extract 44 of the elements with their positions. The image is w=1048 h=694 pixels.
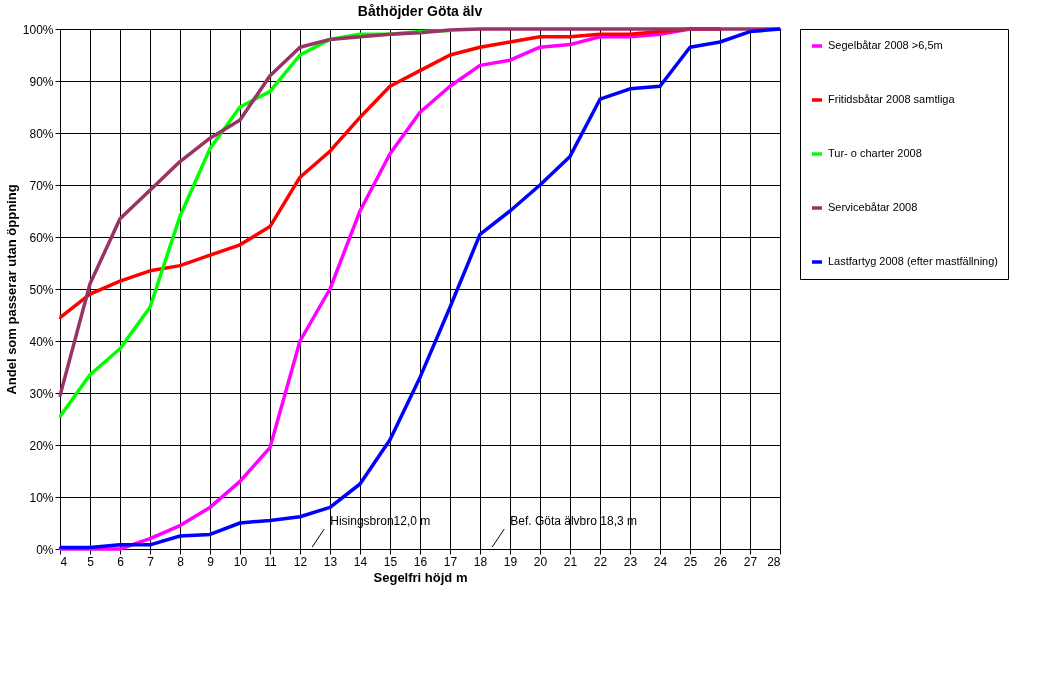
chart-title: Båthöjder Göta älv [357, 3, 483, 19]
y-axis-title: Andel som passerar utan öppning [3, 184, 19, 395]
y-tick-label: 80% [29, 126, 54, 141]
legend-label: Fritidsbåtar 2008 samtliga [828, 93, 956, 105]
x-tick-label: 27 [743, 554, 758, 569]
y-tick-label: 60% [29, 230, 54, 245]
legend-label: Servicebåtar 2008 [828, 201, 918, 213]
y-tick-label: 40% [29, 334, 54, 349]
x-tick-label: 21 [563, 554, 578, 569]
x-tick-label: 25 [683, 554, 698, 569]
x-tick-label: 19 [503, 554, 518, 569]
legend-label: Tur- o charter 2008 [828, 147, 922, 159]
y-tick-label: 0% [36, 542, 54, 557]
x-tick-label: 23 [623, 554, 638, 569]
y-tick-label: 100% [22, 22, 54, 37]
x-tick-label: 6 [117, 554, 125, 569]
x-tick-label: 18 [473, 554, 488, 569]
y-tick-label: 30% [29, 386, 54, 401]
x-tick-label: 14 [353, 554, 368, 569]
x-tick-label: 11 [264, 554, 278, 569]
y-tick-label: 20% [29, 438, 54, 453]
y-tick-label: 10% [29, 490, 54, 505]
x-tick-label: 8 [177, 554, 185, 569]
x-tick-label: 17 [443, 554, 458, 569]
x-tick-label: 7 [147, 554, 155, 569]
x-tick-label: 12 [293, 554, 308, 569]
x-axis-title: Segelfri höjd m [373, 569, 468, 585]
x-tick-label: 22 [593, 554, 608, 569]
x-tick-label: 5 [87, 554, 95, 569]
x-tick-label: 9 [207, 554, 215, 569]
x-tick-label: 28 [767, 554, 781, 569]
x-tick-label: 26 [713, 554, 728, 569]
y-tick-label: 90% [29, 74, 54, 89]
legend-label: Segelbåtar 2008 >6,5m [828, 39, 943, 51]
y-tick-label: 70% [29, 178, 54, 193]
x-tick-label: 24 [653, 554, 668, 569]
y-tick-label: 50% [29, 282, 54, 297]
x-tick-label: 20 [533, 554, 548, 569]
x-tick-label: 15 [383, 554, 398, 569]
legend-label: Lastfartyg 2008 (efter mastfällning) [828, 255, 998, 267]
x-tick-label: 16 [413, 554, 428, 569]
x-tick-label: 10 [233, 554, 248, 569]
x-tick-label: 4 [60, 554, 68, 569]
x-tick-label: 13 [323, 554, 338, 569]
